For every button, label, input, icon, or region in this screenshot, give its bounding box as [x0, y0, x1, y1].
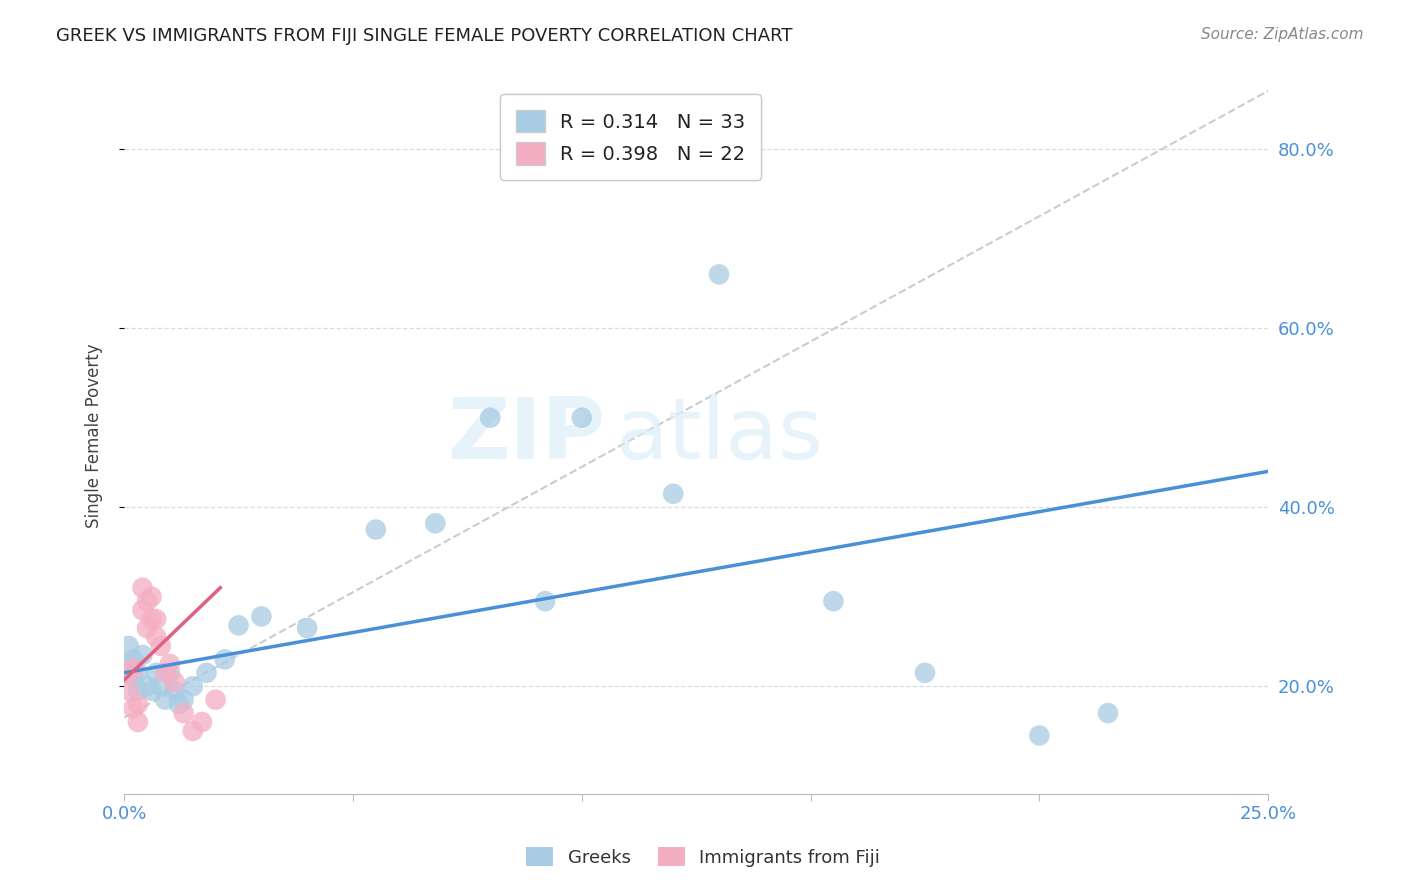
Point	[425, 516, 447, 531]
Point	[159, 665, 181, 680]
Point	[295, 621, 318, 635]
Point	[131, 581, 153, 595]
Point	[145, 612, 167, 626]
Point	[155, 665, 177, 680]
Point	[122, 661, 145, 675]
Text: atlas: atlas	[616, 394, 824, 477]
Point	[127, 683, 149, 698]
Legend: Greeks, Immigrants from Fiji: Greeks, Immigrants from Fiji	[519, 840, 887, 874]
Point	[118, 657, 141, 671]
Point	[163, 674, 186, 689]
Point	[479, 410, 502, 425]
Text: Source: ZipAtlas.com: Source: ZipAtlas.com	[1201, 27, 1364, 42]
Point	[159, 657, 181, 671]
Point	[141, 683, 163, 698]
Point	[141, 612, 163, 626]
Point	[228, 618, 250, 632]
Point	[662, 487, 685, 501]
Point	[122, 701, 145, 715]
Point	[149, 639, 172, 653]
Point	[173, 706, 195, 720]
Point	[823, 594, 845, 608]
Point	[131, 603, 153, 617]
Point	[141, 590, 163, 604]
Point	[131, 648, 153, 662]
Point	[534, 594, 557, 608]
Point	[155, 692, 177, 706]
Point	[145, 665, 167, 680]
Point	[127, 697, 149, 711]
Point	[136, 594, 159, 608]
Point	[1028, 729, 1050, 743]
Point	[167, 697, 190, 711]
Point	[127, 665, 149, 680]
Text: ZIP: ZIP	[447, 394, 605, 477]
Point	[136, 621, 159, 635]
Point	[195, 665, 218, 680]
Point	[191, 714, 214, 729]
Point	[571, 410, 593, 425]
Point	[118, 639, 141, 653]
Point	[181, 679, 204, 693]
Text: GREEK VS IMMIGRANTS FROM FIJI SINGLE FEMALE POVERTY CORRELATION CHART: GREEK VS IMMIGRANTS FROM FIJI SINGLE FEM…	[56, 27, 793, 45]
Point	[204, 692, 226, 706]
Y-axis label: Single Female Poverty: Single Female Poverty	[86, 343, 103, 528]
Point	[163, 683, 186, 698]
Point	[214, 652, 236, 666]
Point	[914, 665, 936, 680]
Point	[122, 670, 145, 684]
Point	[122, 652, 145, 666]
Point	[118, 665, 141, 680]
Point	[364, 523, 387, 537]
Point	[136, 679, 159, 693]
Legend: R = 0.314   N = 33, R = 0.398   N = 22: R = 0.314 N = 33, R = 0.398 N = 22	[501, 95, 761, 180]
Point	[149, 679, 172, 693]
Point	[145, 630, 167, 644]
Point	[181, 724, 204, 739]
Point	[707, 268, 730, 282]
Point	[1097, 706, 1119, 720]
Point	[173, 692, 195, 706]
Point	[250, 609, 273, 624]
Point	[118, 683, 141, 698]
Point	[127, 714, 149, 729]
